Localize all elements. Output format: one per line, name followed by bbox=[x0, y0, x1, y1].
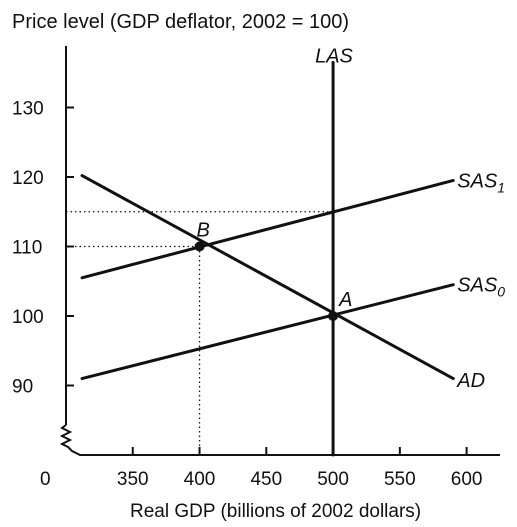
y-tick-label: 110 bbox=[12, 238, 42, 259]
equilibrium-points: BA bbox=[194, 220, 352, 321]
x-tick-label: 500 bbox=[317, 469, 349, 490]
ad-curve bbox=[80, 174, 455, 381]
sas1-curve bbox=[80, 178, 455, 280]
sas0-label: SAS0 bbox=[457, 275, 505, 300]
sas0-label-subscript: 0 bbox=[497, 284, 505, 300]
x-tick-label: 600 bbox=[451, 469, 483, 490]
point-a-marker bbox=[328, 311, 339, 321]
y-tick-label: 120 bbox=[12, 168, 44, 189]
origin-label: 0 bbox=[40, 469, 51, 490]
axes bbox=[59, 46, 500, 456]
sas1-label: SAS1 bbox=[457, 170, 505, 195]
x-tick-label: 400 bbox=[184, 469, 216, 490]
axis-break-mark bbox=[59, 424, 88, 456]
tick-labels: 90 100 110 120 130 350 400 450 500 550 600 bbox=[12, 99, 482, 491]
y-tick-label: 90 bbox=[12, 377, 33, 398]
curves: LAS AD SAS1 SAS0 bbox=[80, 45, 505, 457]
x-tick-label: 550 bbox=[384, 469, 416, 490]
y-axis-title: Price level (GDP deflator, 2002 = 100) bbox=[12, 11, 349, 33]
las-label: LAS bbox=[315, 45, 353, 67]
y-tick-label: 100 bbox=[12, 307, 44, 328]
y-tick-label: 130 bbox=[12, 99, 44, 120]
x-axis-title: Real GDP (billions of 2002 dollars) bbox=[130, 501, 421, 522]
x-tick-label: 350 bbox=[117, 469, 149, 490]
guide-lines bbox=[66, 211, 334, 455]
x-tick-label: 450 bbox=[250, 469, 282, 490]
point-b-marker bbox=[194, 241, 205, 252]
point-b-label: B bbox=[197, 220, 210, 242]
sas1-label-subscript: 1 bbox=[497, 179, 505, 195]
point-a-label: A bbox=[338, 289, 352, 311]
ad-label: AD bbox=[456, 370, 485, 392]
sas0-curve bbox=[80, 283, 455, 381]
